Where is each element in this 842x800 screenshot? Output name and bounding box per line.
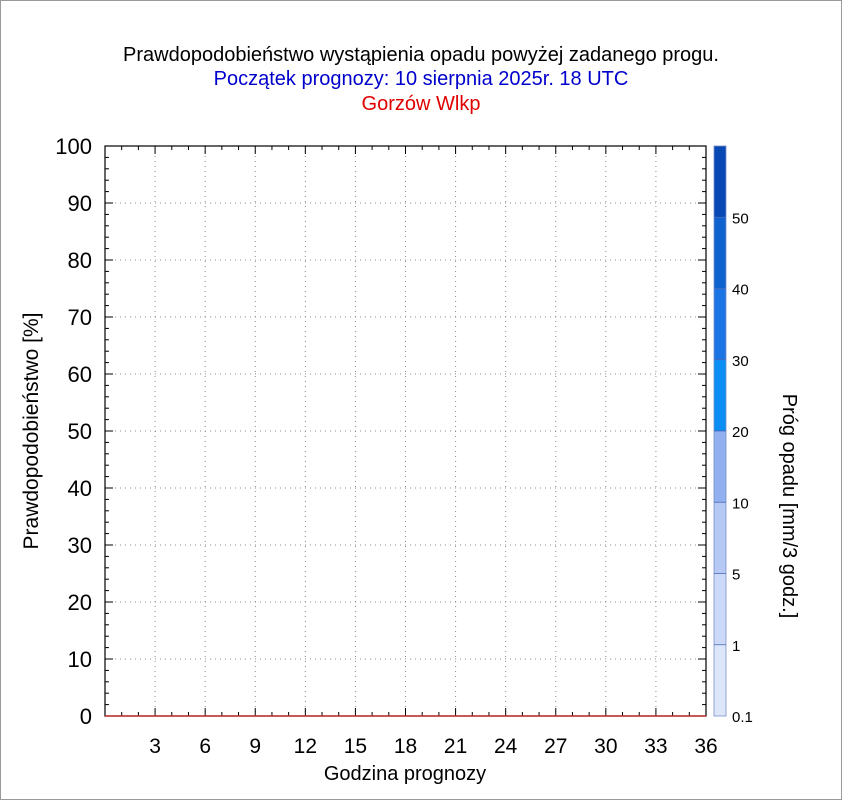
colorbar-tick-label: 50 [732,210,749,227]
colorbar-segment [714,288,726,360]
colorbar-labels: 0.1 1 5 10 20 30 40 50 [732,210,753,726]
y-tick-labels: 0 10 20 30 40 50 60 70 80 90 100 [55,134,92,729]
x-tick-label: 21 [444,735,467,758]
x-tick-label: 6 [199,735,211,758]
y-tick-label: 40 [68,476,92,501]
colorbar [713,145,727,717]
grid [105,146,706,716]
x-tick-label: 12 [294,735,317,758]
colorbar-segment [714,359,726,431]
y-tick-label: 70 [68,305,92,330]
colorbar-tick-label: 1 [732,638,740,655]
colorbar-tick-label: 10 [732,495,749,512]
x-tick-label: 36 [694,735,717,758]
colorbar-segment [714,644,726,716]
y-tick-label: 20 [68,590,92,615]
y-tick-label: 30 [68,533,92,558]
colorbar-segment [714,431,726,503]
y-tick-label: 100 [55,134,92,159]
chart-title: Prawdopodobieństwo wystąpienia opadu pow… [123,44,719,66]
y-tick-label: 80 [68,248,92,273]
location-label: Gorzów Wlkp [361,93,481,115]
colorbar-tick-label: 0.1 [732,709,753,726]
x-tick-label: 18 [394,735,417,758]
colorbar-segment [714,502,726,574]
colorbar-segment [714,146,726,218]
forecast-start-subtitle: Początek prognozy: 10 sierpnia 2025r. 18… [213,68,629,90]
x-tick-label: 33 [644,735,667,758]
x-tick-label: 3 [149,735,161,758]
y-tick-label: 90 [68,191,92,216]
x-tick-label: 30 [594,735,617,758]
colorbar-segment [714,217,726,289]
colorbar-tick-label: 40 [732,282,749,299]
colorbar-segment [714,573,726,645]
colorbar-tick-label: 20 [732,424,749,441]
x-tick-label: 15 [344,735,367,758]
x-tick-label: 27 [544,735,567,758]
major-ticks [105,145,707,717]
x-tick-label: 24 [494,735,518,758]
y-tick-label: 60 [68,362,92,387]
colorbar-tick-label: 5 [732,567,740,584]
x-axis-label: Godzina prognozy [324,763,486,785]
y-tick-label: 0 [80,704,92,729]
x-tick-labels: 3 6 9 12 15 18 21 24 27 30 33 36 [149,735,717,758]
y-axis-label: Prawdopodobieństwo [%] [20,313,43,550]
x-tick-label: 9 [249,735,261,758]
colorbar-tick-label: 30 [732,353,749,370]
y-tick-label: 50 [68,419,92,444]
colorbar-label: Próg opadu [mm/3 godz.] [778,394,800,619]
y-tick-label: 10 [68,647,92,672]
